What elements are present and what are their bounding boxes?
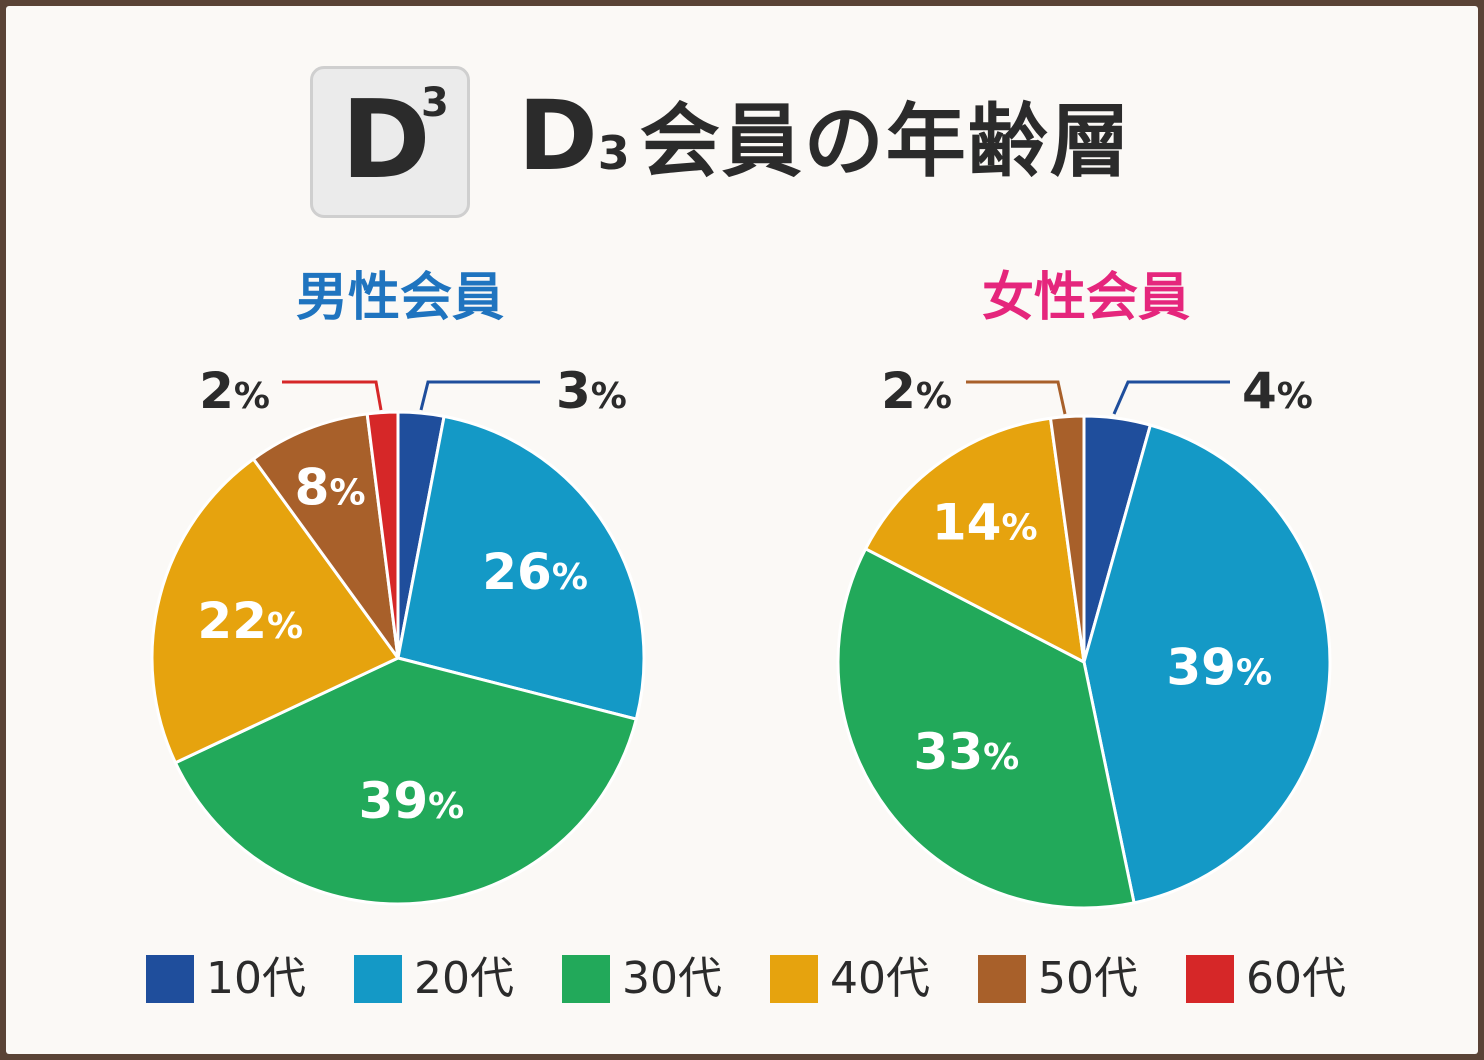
leader-line — [966, 380, 1067, 415]
men-pie: 3% 26% 39% 22% 8% 2% — [150, 362, 646, 906]
legend-label: 10代 — [206, 953, 306, 1004]
pie-slice-30代 — [173, 656, 638, 906]
legend-item: 30代 — [562, 955, 722, 1003]
legend-swatch — [770, 955, 818, 1003]
slice-label: 14% — [932, 493, 1038, 551]
legend-item: 20代 — [354, 955, 514, 1003]
pie-slice-40代 — [150, 457, 400, 765]
legend-label: 50代 — [1038, 953, 1138, 1004]
slice-label: 22% — [197, 592, 303, 650]
legend-item: 10代 — [146, 955, 306, 1003]
legend-swatch — [978, 955, 1026, 1003]
legend-swatch — [354, 955, 402, 1003]
pie-slice-20代 — [396, 414, 646, 721]
legend-swatch — [1186, 955, 1234, 1003]
slice-label: 2% — [881, 362, 952, 420]
pie-slice-20代 — [1082, 423, 1332, 905]
pie-slice-30代 — [836, 547, 1136, 910]
title-text: 会員の年齢層 — [639, 95, 1132, 188]
logo-letter: D — [341, 78, 431, 203]
logo-superscript: 3 — [421, 80, 449, 126]
legend-item: 40代 — [770, 955, 930, 1003]
pie-slice-60代 — [365, 410, 400, 660]
women-chart-title: 女性会員 — [981, 268, 1190, 328]
d3-logo: D 3 — [310, 66, 470, 218]
slice-label: 4% — [1242, 362, 1313, 420]
pie-slice-40代 — [864, 416, 1086, 664]
legend-item: 60代 — [1186, 955, 1346, 1003]
leader-line — [282, 380, 383, 411]
page-title: D3 会員の年齢層 — [518, 88, 1132, 188]
slice-label: 8% — [295, 458, 366, 516]
women-pie: 4% 39% 33% 14% 2% — [836, 362, 1332, 910]
legend-label: 60代 — [1246, 953, 1346, 1004]
title-subscript: 3 — [597, 126, 630, 180]
leader-line — [419, 380, 540, 411]
slice-label: 39% — [1166, 639, 1272, 697]
legend-label: 30代 — [622, 953, 722, 1004]
slice-label: 3% — [556, 362, 627, 420]
slice-label: 39% — [359, 772, 465, 830]
legend-label: 20代 — [414, 953, 514, 1004]
legend: 10代 20代 30代 40代 50代 60代 — [146, 954, 1394, 1004]
leader-line — [1112, 380, 1230, 415]
legend-swatch — [146, 955, 194, 1003]
slice-label: 26% — [482, 543, 588, 601]
legend-swatch — [562, 955, 610, 1003]
legend-item: 50代 — [978, 955, 1138, 1003]
slice-label: 2% — [199, 362, 270, 420]
legend-label: 40代 — [830, 953, 930, 1004]
pie-slice-50代 — [1049, 414, 1086, 664]
title-d: D — [518, 80, 598, 192]
men-chart-title: 男性会員 — [295, 268, 504, 328]
slice-label: 33% — [914, 723, 1020, 781]
pie-slice-50代 — [251, 412, 400, 660]
